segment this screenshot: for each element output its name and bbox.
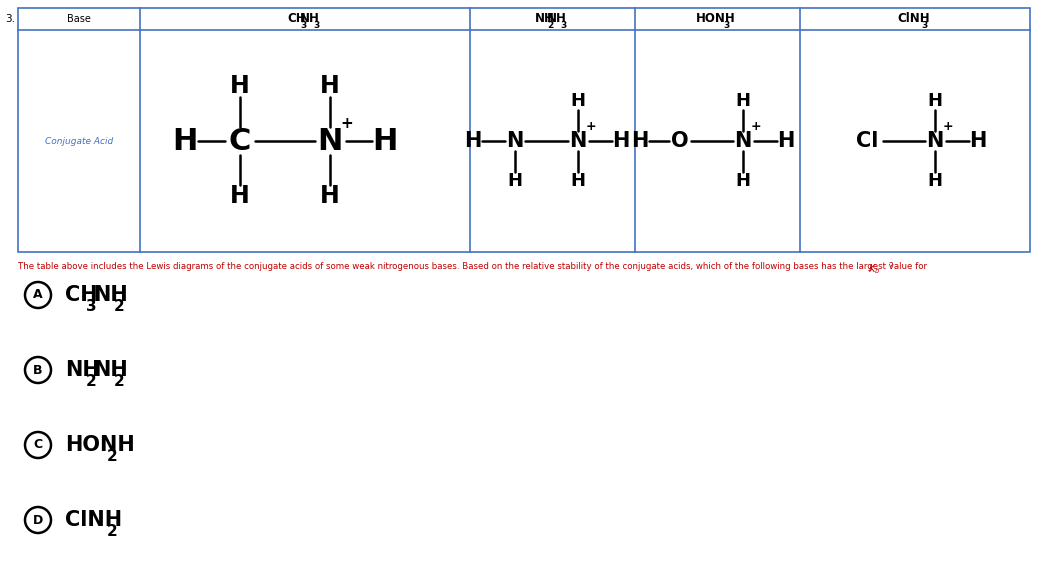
Text: H: H [507,172,522,190]
Text: ClNH: ClNH [897,12,929,25]
Text: 3: 3 [86,299,97,314]
Text: 3: 3 [300,21,307,30]
Text: H: H [571,92,585,110]
Text: HONH: HONH [696,12,735,25]
Text: N: N [506,131,524,151]
Text: N: N [734,131,751,151]
Text: +: + [750,119,760,132]
Text: CH: CH [288,12,307,25]
Text: 3: 3 [921,21,927,30]
Text: NH: NH [65,360,100,380]
Text: ?: ? [888,262,893,271]
Text: N: N [926,131,944,151]
Text: NH: NH [299,12,319,25]
Bar [18,8,1030,252]
Text: 3: 3 [560,21,566,30]
Text: C: C [33,439,43,452]
Text: 2: 2 [107,449,118,464]
Text: H: H [735,92,750,110]
Text: 2: 2 [86,374,97,389]
Text: H: H [969,131,987,151]
Text: H: H [231,74,250,98]
Text: 2: 2 [114,299,124,314]
Text: Conjugate Acid: Conjugate Acid [45,136,113,145]
Text: H: H [231,184,250,208]
Text: 3.: 3. [5,14,15,24]
Text: +: + [341,115,354,131]
Text: H: H [372,127,397,155]
Text: NH: NH [534,12,555,25]
Text: ClNH: ClNH [65,510,122,530]
Text: 2: 2 [114,374,124,389]
Text: 2: 2 [548,21,554,30]
Text: D: D [33,513,43,526]
Text: $\mathbf{\mathit{K_b}}$: $\mathbf{\mathit{K_b}}$ [868,262,880,276]
Text: N: N [317,127,343,155]
Text: H: H [735,172,750,190]
Text: H: H [927,172,943,190]
Text: H: H [464,131,481,151]
Text: NH: NH [93,285,127,305]
Text: HONH: HONH [65,435,135,455]
Text: H: H [927,92,943,110]
Text: +: + [943,119,953,132]
Text: H: H [631,131,648,151]
Text: +: + [585,119,596,132]
Text: C: C [228,127,251,155]
Text: O: O [671,131,688,151]
Text: H: H [571,172,585,190]
Text: A: A [33,288,43,302]
Text: H: H [320,74,340,98]
Text: H: H [612,131,629,151]
Text: Base: Base [67,14,91,24]
Text: N: N [568,131,586,151]
Text: NH: NH [548,12,567,25]
Text: The table above includes the Lewis diagrams of the conjugate acids of some weak : The table above includes the Lewis diagr… [18,262,929,271]
Text: B: B [33,364,43,377]
Text: CH: CH [65,285,98,305]
Text: H: H [320,184,340,208]
Text: 3: 3 [313,21,319,30]
Text: NH: NH [93,360,127,380]
Text: Cl: Cl [856,131,878,151]
Text: 3: 3 [724,21,730,30]
Text: H: H [172,127,198,155]
Text: H: H [777,131,794,151]
Text: 2: 2 [107,524,118,539]
